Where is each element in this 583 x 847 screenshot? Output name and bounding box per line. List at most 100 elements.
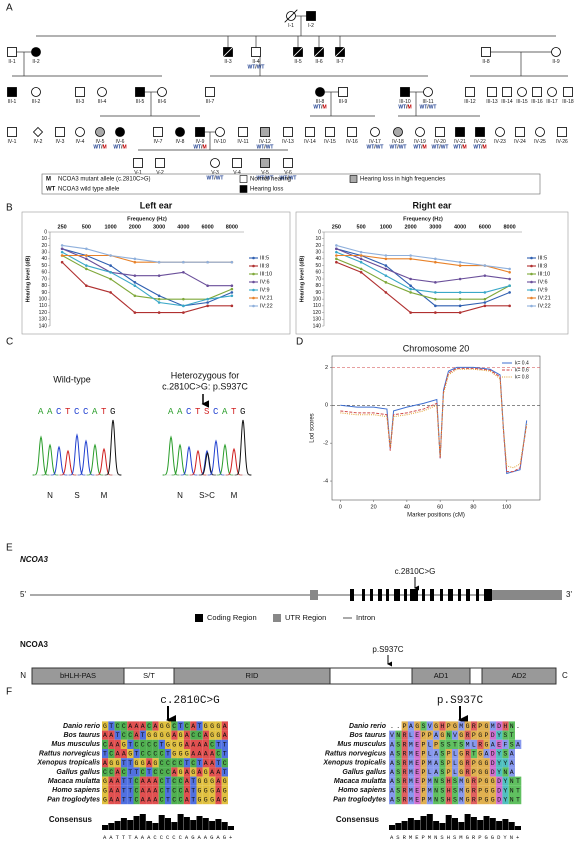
series-marker xyxy=(206,301,209,304)
residue-bg xyxy=(215,730,222,740)
residue-bg xyxy=(120,730,128,740)
residue-bg xyxy=(152,739,159,749)
residue-bg xyxy=(127,795,134,805)
individual-id: IV-5 xyxy=(96,139,105,145)
protein-variant: p.S937C xyxy=(372,645,403,654)
residue-bg xyxy=(152,767,159,777)
residue-bg xyxy=(458,749,465,759)
series-marker xyxy=(508,267,511,271)
x-axis-title: Frequency (Hz) xyxy=(403,216,443,222)
individual-id: IV-23 xyxy=(494,139,506,145)
chart-title: Chromosome 20 xyxy=(403,343,470,353)
residue-bg xyxy=(508,776,515,786)
legend-label: III:8 xyxy=(538,263,547,269)
residue-bg xyxy=(190,776,197,786)
residue-bg xyxy=(414,730,421,740)
residue-bg xyxy=(177,785,184,795)
consensus-bar xyxy=(508,822,515,830)
series-marker xyxy=(335,250,338,254)
consensus-bar xyxy=(452,818,458,830)
residue-bg xyxy=(209,767,216,777)
residue-bg xyxy=(496,758,503,768)
individual-id: II-2 xyxy=(32,59,39,65)
residue-bg xyxy=(158,739,165,749)
consensus-sequence: A S R M E P M N S H S M G R P G G D Y N + xyxy=(390,834,519,841)
residue-bg xyxy=(221,739,228,749)
series-marker xyxy=(508,304,511,308)
legend-text: Hearing loss in high frequencies xyxy=(360,177,445,183)
residue-bg xyxy=(183,776,191,786)
species-name: Mus musculus xyxy=(51,741,100,748)
series-marker xyxy=(508,291,511,294)
residue-bg xyxy=(496,721,503,731)
residue-bg xyxy=(171,767,178,777)
chart-frame xyxy=(295,211,569,335)
species-name: Macaca mulatta xyxy=(48,778,100,785)
legend-marker xyxy=(530,296,533,300)
residue-bg xyxy=(470,776,478,786)
domain-label: bHLH-PAS xyxy=(60,671,96,680)
legend-text: Hearing loss xyxy=(250,187,283,193)
exon xyxy=(458,589,461,601)
series-marker xyxy=(483,291,487,294)
residue-bg xyxy=(209,721,216,731)
residue-bg xyxy=(120,749,128,759)
series-marker xyxy=(133,260,137,264)
individual-id: IV-24 xyxy=(514,139,526,145)
legend-label: k= 0.6 xyxy=(515,367,529,373)
residue-bg xyxy=(389,776,396,786)
legend-label: IV:6 xyxy=(260,279,270,285)
species-name: Danio rerio xyxy=(63,723,101,730)
residue-bg xyxy=(433,795,440,805)
residue-bg xyxy=(158,776,165,786)
y-tick-label: 120 xyxy=(313,310,322,316)
pedigree-male xyxy=(283,158,293,168)
series-marker xyxy=(109,277,112,281)
series-marker xyxy=(133,294,137,298)
residue-bg xyxy=(477,730,484,740)
x-tick-label: 250 xyxy=(58,224,67,230)
residue-bg xyxy=(114,785,121,795)
residue-bg xyxy=(102,795,109,805)
residue-bg xyxy=(127,730,134,740)
pedigree-male xyxy=(487,87,497,97)
residue-bg xyxy=(120,776,128,786)
legend-marker xyxy=(252,304,255,308)
alignment-title: p.S937C xyxy=(437,695,484,707)
x-axis-title: Marker positions (cM) xyxy=(407,513,465,519)
legend-swatch xyxy=(239,175,248,183)
residue-bg xyxy=(395,758,402,768)
residue-bg xyxy=(433,749,440,759)
residue-bg xyxy=(407,767,415,777)
residue-bg xyxy=(196,785,203,795)
y-tick-label: 0 xyxy=(44,229,47,235)
residue-bg xyxy=(401,749,408,759)
deceased-slash xyxy=(284,9,298,23)
residue-bg xyxy=(389,795,396,805)
series-marker xyxy=(206,297,209,301)
residue-bg xyxy=(433,721,440,731)
consensus-label: Consensus xyxy=(336,815,380,824)
exon xyxy=(362,589,365,601)
exon xyxy=(404,589,407,601)
domain-label: AD2 xyxy=(512,671,527,680)
residue-bg xyxy=(146,721,153,731)
residue-bg xyxy=(209,758,216,768)
residue-bg xyxy=(114,758,121,768)
residue-bg xyxy=(202,758,210,768)
individual-id: IV-14 xyxy=(304,139,316,145)
residue-bg xyxy=(221,721,228,731)
series-marker xyxy=(206,260,209,264)
utr xyxy=(492,590,562,600)
residue-bg xyxy=(120,767,128,777)
exon xyxy=(430,589,434,601)
residue-bg xyxy=(458,776,465,786)
residue-bg xyxy=(433,730,440,740)
five-prime: 5' xyxy=(20,590,26,599)
residue-bg xyxy=(221,795,228,805)
residue-bg xyxy=(452,758,459,768)
legend-label: III:5 xyxy=(538,255,547,261)
series-marker xyxy=(157,274,161,277)
residue-bg xyxy=(439,721,446,731)
